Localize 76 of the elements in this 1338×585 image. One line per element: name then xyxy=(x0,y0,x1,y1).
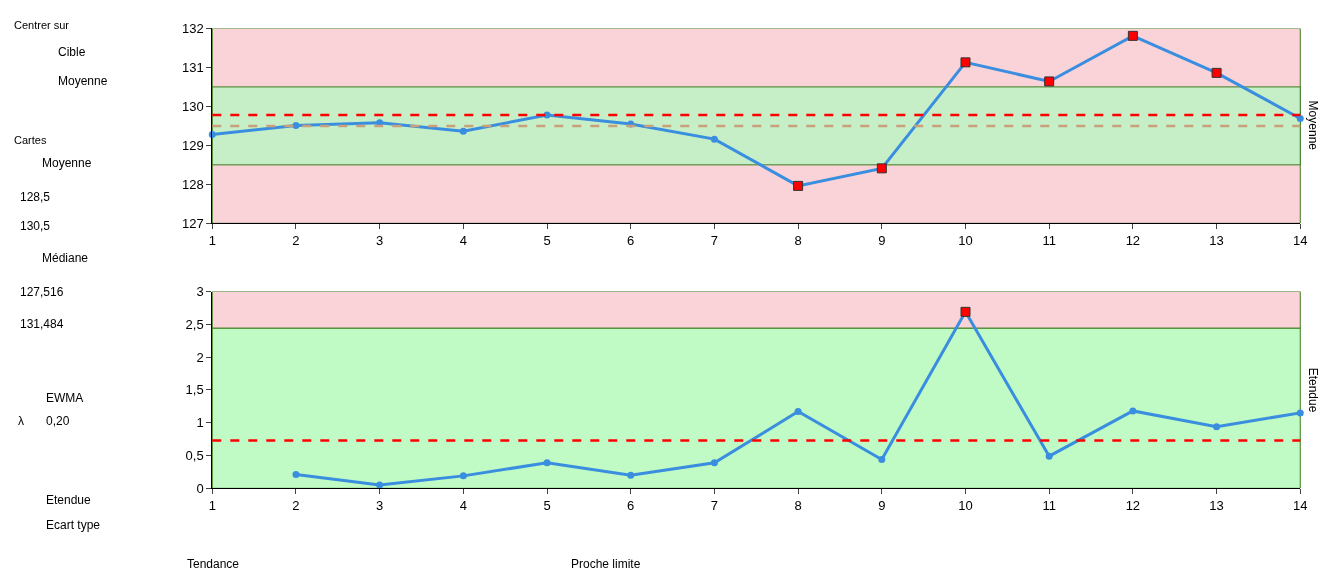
x-tick-label: 13 xyxy=(1209,497,1224,513)
y-axis-title: Moyenne xyxy=(1306,100,1321,151)
point xyxy=(794,408,802,416)
x-tick-label: 12 xyxy=(1125,232,1141,248)
point xyxy=(292,121,300,129)
point xyxy=(878,455,886,463)
x-tick-label: 7 xyxy=(710,497,719,513)
point xyxy=(1045,452,1053,460)
text: λ xyxy=(18,414,24,428)
point xyxy=(376,481,384,489)
point xyxy=(459,472,467,480)
point xyxy=(627,471,635,479)
text: Cible xyxy=(58,45,86,59)
x-tick-label: 5 xyxy=(543,232,551,248)
y-tick-label: 130 xyxy=(181,98,204,114)
x-tick-label: 6 xyxy=(627,497,635,513)
y-tick-label: 2 xyxy=(196,349,204,365)
y-tick-label: 132 xyxy=(181,20,204,36)
point xyxy=(292,471,300,479)
point xyxy=(710,135,718,143)
text: 130,5 xyxy=(20,219,51,233)
text: 131,484 xyxy=(20,317,64,331)
text: Médiane xyxy=(42,251,89,265)
y-tick-label: 127 xyxy=(181,215,204,231)
text: Etendue xyxy=(46,493,92,507)
text: Ecart type xyxy=(46,518,101,532)
y-axis-title: Etendue xyxy=(1306,367,1321,413)
x-tick-label: 9 xyxy=(878,232,886,248)
text: Cartes xyxy=(14,134,47,146)
point xyxy=(543,459,551,467)
x-tick-label: 12 xyxy=(1125,497,1141,513)
text: Tendance xyxy=(187,557,240,571)
text: EWMA xyxy=(46,391,84,405)
y-tick-label: 131 xyxy=(181,59,204,75)
text: Proche limite xyxy=(571,557,641,571)
x-tick-label: 2 xyxy=(292,497,300,513)
point xyxy=(459,127,467,135)
x-tick-label: 11 xyxy=(1042,232,1056,248)
x-tick-label: 10 xyxy=(958,232,973,248)
y-tick-label: 3 xyxy=(196,284,204,300)
x-tick-label: 9 xyxy=(878,497,886,513)
text: 127,516 xyxy=(20,285,64,299)
x-tick-label: 6 xyxy=(627,232,635,248)
y-tick-label: 128 xyxy=(181,176,204,192)
y-tick-label: 2,5 xyxy=(185,316,204,332)
x-tick-label: 11 xyxy=(1042,497,1056,513)
text: Moyenne xyxy=(42,156,92,170)
x-tick-label: 1 xyxy=(208,497,216,513)
point xyxy=(710,459,718,467)
text: Moyenne xyxy=(58,74,108,88)
point xyxy=(1129,407,1137,415)
x-tick-label: 4 xyxy=(459,497,467,513)
x-tick-label: 5 xyxy=(543,497,551,513)
point xyxy=(1213,423,1221,431)
x-tick-label: 7 xyxy=(710,232,719,248)
x-tick-label: 4 xyxy=(459,232,467,248)
x-tick-label: 13 xyxy=(1209,232,1224,248)
y-tick-label: 1,5 xyxy=(185,382,204,398)
x-tick-label: 8 xyxy=(794,232,802,248)
x-tick-label: 14 xyxy=(1293,232,1308,248)
y-tick-label: 1 xyxy=(196,415,204,431)
y-tick-label: 0 xyxy=(196,480,204,496)
x-tick-label: 2 xyxy=(292,232,300,248)
text: 128,5 xyxy=(20,190,51,204)
point xyxy=(1296,409,1304,417)
x-tick-label: 8 xyxy=(794,497,802,513)
x-tick-label: 10 xyxy=(958,497,973,513)
text: 0,20 xyxy=(46,414,70,428)
x-tick-label: 14 xyxy=(1293,497,1308,513)
x-tick-label: 3 xyxy=(376,497,384,513)
point xyxy=(1296,114,1304,122)
x-tick-label: 1 xyxy=(208,232,216,248)
text: Centrer sur xyxy=(14,19,70,31)
x-tick-label: 3 xyxy=(376,232,384,248)
y-tick-label: 129 xyxy=(181,137,204,153)
y-tick-label: 0,5 xyxy=(185,448,204,464)
